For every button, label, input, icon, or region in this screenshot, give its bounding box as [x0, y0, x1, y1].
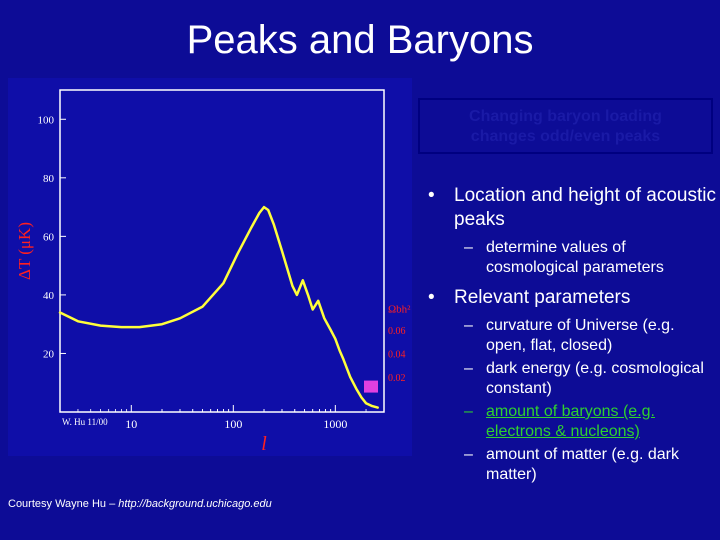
y-tick-label: 100 [38, 114, 55, 126]
chart-panel [8, 78, 412, 456]
y-tick-label: 40 [43, 290, 55, 302]
bullet-text: Relevant parameters [454, 287, 631, 308]
dash-marker: – [464, 360, 473, 377]
sub-bullet-cosmological-parameters: – determine values of cosmological param… [420, 238, 716, 278]
cmb-power-spectrum-chart: 20 40 60 80 100 10 100 1000 ΔT (μK) l W. Hu 11/00 Ω… [8, 78, 412, 456]
plot-frame [59, 89, 385, 413]
bullet-peaks: • Location and height of acoustic peaks [420, 184, 716, 232]
bullet-marker: • [428, 287, 435, 308]
credit-link[interactable]: http://background.uchicago.edu [118, 498, 272, 510]
y-axis-label: ΔT (μK) [15, 222, 34, 280]
chart-svg: 20 40 60 80 100 10 100 1000 ΔT (μK) l W. Hu 11/00 Ω… [8, 78, 412, 456]
secondary-axis-label: Ωbh² [388, 303, 411, 315]
sub-bullet-text: curvature of Universe (e.g. open, flat, … [486, 317, 675, 354]
sub-bullet-text: amount of baryons (e.g. electrons & nucl… [486, 403, 655, 440]
bullet-marker: • [428, 185, 435, 206]
sub-bullet-text: determine values of cosmological paramet… [486, 239, 664, 276]
sub-bullet-dark-energy: – dark energy (e.g. cosmological constan… [420, 359, 716, 399]
sub-bullet-curvature: – curvature of Universe (e.g. open, flat… [420, 316, 716, 356]
bullet-relevant-parameters: • Relevant parameters [420, 286, 716, 310]
secondary-tick-label: 0.06 [388, 326, 406, 337]
callout-line-2: changes odd/even peaks [470, 128, 661, 145]
dash-marker: – [464, 403, 473, 420]
plot-credit-label: W. Hu 11/00 [62, 417, 108, 427]
dash-marker: – [464, 239, 473, 256]
secondary-tick-label: 0.04 [388, 349, 406, 360]
secondary-tick-label: 0.02 [388, 373, 406, 384]
y-tick-label: 20 [43, 348, 55, 360]
x-tick-label: 10 [125, 417, 137, 431]
credit-prefix: Courtesy Wayne Hu – [8, 498, 119, 510]
dash-marker: – [464, 317, 473, 334]
x-tick-label: 1000 [323, 417, 347, 431]
y-tick-label: 60 [43, 231, 55, 243]
sub-bullet-matter: – amount of matter (e.g. dark matter) [420, 445, 716, 485]
y-tick-label: 80 [43, 173, 55, 185]
callout-line-1: Changing baryon loading [469, 108, 662, 125]
sub-bullet-text: amount of matter (e.g. dark matter) [486, 446, 679, 483]
bullet-text: Location and height of acoustic peaks [454, 185, 716, 230]
baryon-slider-indicator [364, 380, 378, 393]
dash-marker: – [464, 446, 473, 463]
slide-title: Peaks and Baryons [186, 18, 534, 62]
sub-bullet-baryons: – amount of baryons (e.g. electrons & nu… [420, 402, 716, 442]
sub-bullet-text: dark energy (e.g. cosmological constant) [486, 360, 704, 397]
x-tick-label: 100 [224, 417, 242, 431]
x-axis-label: l [261, 433, 267, 455]
power-spectrum-curve [58, 205, 379, 409]
baryon-loading-callout: Changing baryon loading changes odd/even… [418, 98, 713, 154]
credit-line: Courtesy Wayne Hu – http://background.uc… [8, 498, 272, 510]
bullet-list: • Location and height of acoustic peaks … [420, 184, 716, 488]
